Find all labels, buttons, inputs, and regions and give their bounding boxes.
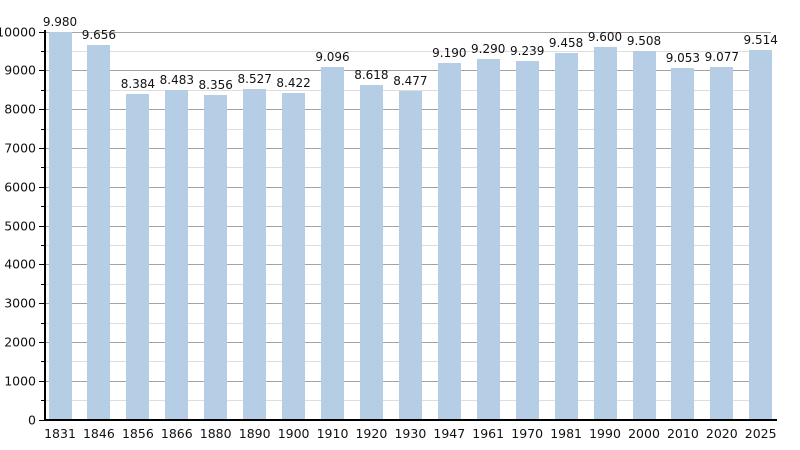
- bar-value-label-2025: 9.514: [743, 33, 778, 48]
- y-axis-tick-9500: [41, 50, 45, 52]
- bar-value-label-1866: 8.483: [159, 73, 194, 88]
- y-axis-tick-10000: [39, 31, 45, 33]
- bar-value-label-1831: 9.980: [42, 15, 78, 30]
- y-axis-tick-6000: [39, 186, 45, 188]
- x-axis-label-1890: 1890: [238, 425, 271, 441]
- y-axis-tick-6500: [41, 167, 45, 169]
- bar-2025: [749, 50, 773, 420]
- y-axis-label-0: 0: [28, 412, 36, 427]
- x-axis-label-1831: 1831: [44, 425, 76, 441]
- y-axis-tick-2500: [41, 322, 45, 324]
- y-axis-label-5000: 5000: [4, 218, 36, 233]
- y-axis-tick-4000: [39, 264, 45, 266]
- y-axis-label-9000: 9000: [4, 62, 36, 78]
- y-axis-tick-2000: [39, 341, 45, 343]
- y-axis-tick-8500: [41, 89, 45, 91]
- bar-value-label-1970: 9.239: [510, 44, 545, 58]
- major-gridline-9000: [45, 70, 771, 72]
- bar-1920: [359, 85, 383, 420]
- major-gridline-10000: [45, 31, 771, 33]
- bar-value-label-2010: 9.053: [665, 51, 701, 66]
- bar-value-label-1856: 8.384: [120, 77, 156, 92]
- x-axis-label-1947: 1947: [433, 425, 466, 441]
- minor-gridline-9500: [45, 50, 771, 52]
- y-axis-label-10000: 10000: [0, 24, 36, 39]
- bar-value-label-1947: 9.190: [432, 45, 467, 60]
- x-axis-label-2025: 2025: [744, 425, 777, 441]
- y-axis-label-2000: 2000: [4, 334, 36, 350]
- bar-1856: [126, 94, 150, 420]
- bar-1900: [282, 92, 306, 420]
- y-axis-tick-7000: [39, 147, 45, 149]
- bar-value-label-1930: 8.477: [393, 73, 428, 88]
- bar-value-label-1890: 8.527: [237, 71, 272, 86]
- bar-1831: [48, 32, 72, 420]
- y-axis-tick-4500: [41, 244, 45, 246]
- bar-1990: [593, 47, 617, 420]
- bar-2010: [671, 68, 695, 420]
- x-axis-label-1880: 1880: [199, 425, 232, 441]
- y-axis-tick-8000: [39, 109, 45, 111]
- bar-value-label-1990: 9.600: [587, 30, 623, 44]
- y-axis-tick-1500: [41, 361, 45, 363]
- y-axis-line: [44, 29, 46, 421]
- y-axis-tick-7500: [41, 128, 45, 130]
- bar-1846: [87, 44, 111, 420]
- bar-value-label-1900: 8.422: [276, 75, 311, 90]
- x-axis-label-1920: 1920: [355, 425, 388, 441]
- x-axis-label-1981: 1981: [550, 425, 582, 441]
- y-axis-tick-3000: [39, 303, 45, 305]
- bar-value-label-1961: 9.290: [471, 42, 506, 56]
- bar-1890: [243, 88, 267, 420]
- bar-value-label-1846: 9.656: [81, 27, 117, 42]
- bar-value-label-1880: 8.356: [198, 78, 233, 93]
- bar-1970: [515, 61, 539, 420]
- x-axis-label-1970: 1970: [511, 425, 544, 441]
- bar-value-label-1981: 9.458: [548, 35, 584, 50]
- y-axis-label-8000: 8000: [4, 101, 36, 117]
- y-axis-label-3000: 3000: [4, 295, 36, 311]
- bar-1961: [476, 59, 500, 420]
- x-axis-label-1866: 1866: [160, 425, 193, 441]
- bar-1947: [437, 62, 461, 420]
- y-axis-tick-5000: [39, 225, 45, 227]
- y-axis-label-6000: 6000: [4, 179, 36, 195]
- y-axis-label-1000: 1000: [4, 373, 36, 389]
- y-axis-tick-500: [41, 400, 45, 402]
- bar-1866: [165, 90, 189, 420]
- x-axis-label-1856: 1856: [121, 425, 154, 441]
- x-axis-line: [44, 419, 777, 421]
- y-axis-tick-3500: [41, 283, 45, 285]
- bar-value-label-1920: 8.618: [354, 68, 389, 83]
- x-axis-label-1846: 1846: [82, 425, 115, 441]
- x-axis-label-1910: 1910: [316, 425, 349, 441]
- bar-value-label-1910: 9.096: [315, 49, 350, 64]
- bar-value-label-2020: 9.077: [704, 50, 739, 65]
- x-axis-label-1900: 1900: [277, 425, 310, 441]
- x-axis-label-2010: 2010: [666, 425, 699, 441]
- y-axis-label-7000: 7000: [4, 140, 36, 156]
- y-axis-tick-1000: [39, 380, 45, 382]
- x-axis-label-2000: 2000: [628, 425, 660, 441]
- x-axis-label-1961: 1961: [472, 425, 505, 441]
- y-axis-label-4000: 4000: [4, 256, 36, 272]
- bar-1880: [204, 95, 228, 420]
- bar-1981: [554, 52, 578, 420]
- bar-1930: [398, 90, 422, 420]
- bar-value-label-2000: 9.508: [626, 33, 662, 48]
- x-axis-label-1990: 1990: [589, 425, 621, 441]
- y-axis-tick-5500: [41, 206, 45, 208]
- bar-2020: [710, 67, 734, 420]
- x-axis-label-1930: 1930: [394, 425, 427, 441]
- y-axis-tick-0: [39, 419, 45, 421]
- bar-2000: [632, 50, 656, 420]
- x-axis-label-2020: 2020: [705, 425, 738, 441]
- y-axis-tick-9000: [39, 70, 45, 72]
- minor-gridline-8500: [45, 89, 771, 91]
- bar-1910: [321, 66, 344, 420]
